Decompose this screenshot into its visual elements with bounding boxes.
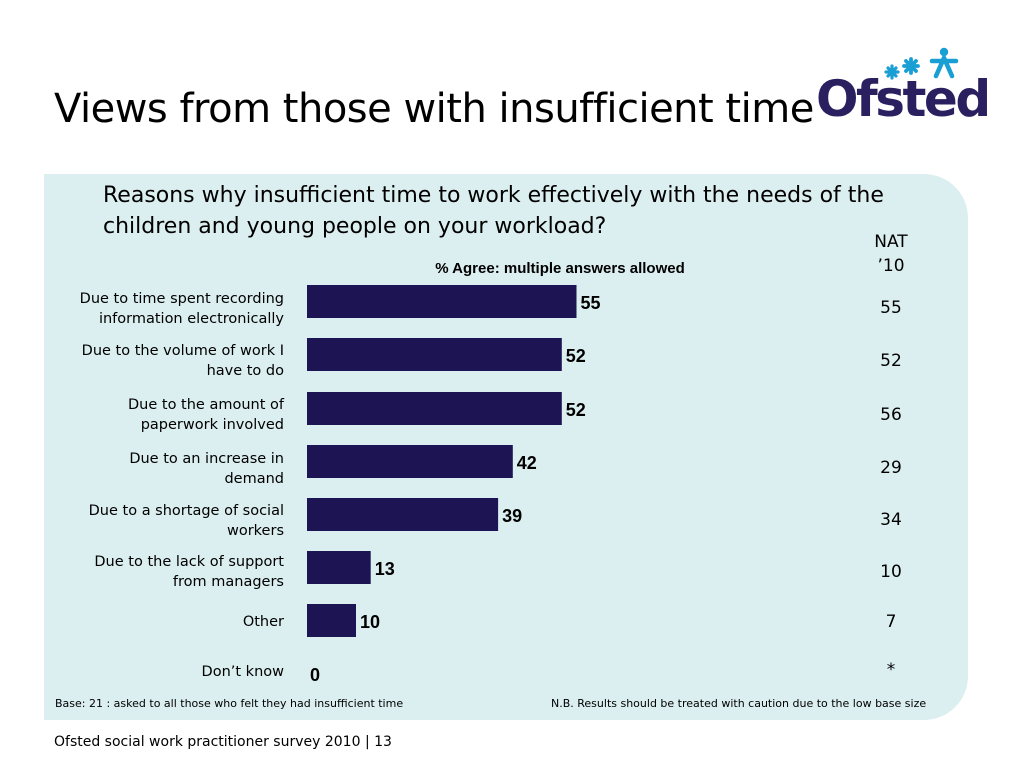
chart-subtitle: % Agree: multiple answers allowed: [435, 260, 685, 277]
category-label: Due to the volume of work I have to do: [44, 341, 284, 381]
nat-value: 34: [880, 510, 902, 530]
bar-value-label: 52: [566, 346, 586, 366]
bar: [307, 285, 577, 318]
ofsted-logo: Ofsted: [812, 44, 991, 134]
bar-value-label: 52: [566, 400, 586, 420]
bar: [307, 498, 499, 531]
category-label-line: have to do: [206, 363, 284, 379]
category-label: Due to the lack of support from managers: [44, 552, 284, 592]
category-label-line: Due to the volume of work I: [81, 343, 284, 359]
nat-header-line-2: ’10: [877, 256, 905, 276]
nat-value: 56: [880, 405, 902, 425]
category-label-line: paperwork involved: [140, 417, 284, 433]
nat-value: 7: [885, 612, 897, 632]
category-label-line: demand: [224, 471, 284, 487]
slide-footer: Ofsted social work practitioner survey 2…: [54, 734, 392, 750]
category-label: Due to time spent recording information …: [44, 289, 284, 329]
category-label: Due to an increase in demand: [44, 449, 284, 489]
category-label-line: Due to the lack of support: [94, 554, 284, 570]
bar-value-label: 13: [375, 559, 395, 579]
nat-header-line-1: NAT: [874, 232, 908, 252]
category-label-line: workers: [226, 523, 284, 539]
bar-value-label: 39: [502, 506, 522, 526]
category-label-line: from managers: [172, 574, 284, 590]
nat-value: 52: [880, 351, 902, 371]
category-label: Other: [44, 612, 284, 632]
category-label-line: Other: [242, 614, 284, 630]
bar-value-label: 10: [360, 612, 380, 632]
bar: [307, 445, 513, 478]
nat-value: 55: [880, 298, 902, 318]
category-label-line: Due to an increase in: [129, 451, 284, 467]
category-label: Due to a shortage of social workers: [44, 501, 284, 541]
logo-text: Ofsted: [816, 70, 991, 128]
category-label: Due to the amount of paperwork involved: [44, 395, 284, 435]
caution-note: N.B. Results should be treated with caut…: [551, 697, 927, 710]
category-label-line: Don’t know: [201, 664, 284, 680]
logo-stars-icon: [884, 47, 959, 80]
category-label-line: Due to the amount of: [128, 397, 284, 413]
bar-value-label: 0: [310, 665, 320, 685]
bar: [307, 338, 562, 371]
page-title: Views from those with insufficient time: [54, 86, 814, 132]
nat-value: 29: [880, 458, 902, 478]
category-label-line: Due to a shortage of social: [88, 503, 284, 519]
bar-value-label: 55: [581, 293, 601, 313]
bar: [307, 604, 356, 637]
base-note: Base: 21 : asked to all those who felt t…: [55, 697, 404, 710]
nat-value: *: [886, 660, 896, 680]
bar-value-label: 42: [517, 453, 537, 473]
bar: [307, 551, 371, 584]
chart-question: Reasons why insufficient time to work ef…: [103, 183, 884, 239]
category-label-line: information electronically: [98, 311, 284, 327]
bar: [307, 392, 562, 425]
category-label: Don’t know: [44, 662, 284, 682]
nat-column-header: NAT ’10: [860, 230, 922, 278]
nat-value: 10: [880, 562, 902, 582]
category-label-line: Due to time spent recording: [79, 291, 284, 307]
